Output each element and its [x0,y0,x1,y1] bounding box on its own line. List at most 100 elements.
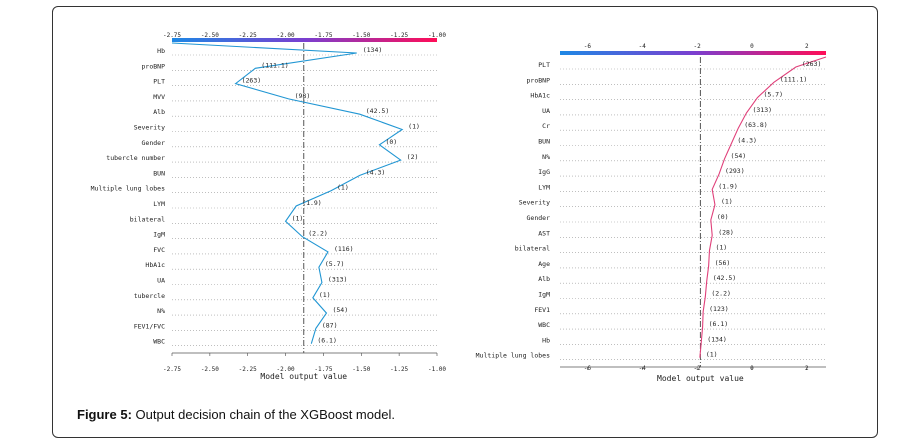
top-tick-label: -4 [639,43,647,50]
bottom-tick-label: -1.25 [390,366,408,373]
feature-value-label: (313) [752,106,772,114]
feature-label: PLT [538,61,550,69]
feature-label: proBNP [527,76,551,84]
top-tick-label: -1.00 [428,32,446,39]
feature-label: N% [157,307,165,315]
feature-label: BUN [538,138,550,146]
feature-value-label: (6.1) [317,337,337,345]
feature-label: Cr [542,122,550,130]
feature-label: Multiple lung lobes [91,185,165,193]
bottom-tick-label: -1.75 [314,366,332,373]
top-tick-label: -2.25 [239,32,257,39]
right-decision-plot: -6-6-4-4-2-20022Model output valuePLTpro… [476,43,827,383]
feature-label: bilateral [130,215,165,223]
feature-value-label: (116) [334,245,354,253]
feature-label: WBC [153,338,165,346]
feature-value-label: (263) [802,60,822,68]
feature-value-label: (87) [322,321,338,329]
left-decision-plot: -2.75 -2.75 -2.50 -2.50 -2.25 -2.25 -2.00 -2.00… [91,32,447,381]
feature-value-label: (2.2) [711,290,731,298]
top-tick-label: -6 [584,43,592,50]
feature-value-label: (1) [408,123,420,131]
feature-label: Gender [527,214,551,222]
feature-label: proBNP [142,62,166,70]
feature-label: HbA1c [530,92,550,100]
top-tick-label: 0 [750,43,754,50]
feature-value-label: (293) [725,167,745,175]
feature-value-label: (313) [328,276,348,284]
feature-value-label: (4.3) [737,137,757,145]
feature-value-label: (63.8) [744,121,767,129]
feature-label: Severity [134,124,165,132]
feature-value-label: (1.9) [718,182,738,190]
bottom-tick-label: -2.75 [163,366,181,373]
feature-label: FVC [153,246,165,254]
caption-label: Figure 5: [77,407,132,422]
decision-path [171,42,404,344]
caption-text: Output decision chain of the XGBoost mod… [131,407,395,422]
feature-value-label: (4.3) [366,168,386,176]
feature-label: Severity [519,199,550,207]
x-axis-label: Model output value [260,372,347,381]
bottom-tick-label: -2.25 [239,366,257,373]
feature-value-label: (56) [715,259,731,267]
feature-label: AST [538,229,550,237]
feature-value-label: (1) [721,198,733,206]
feature-label: LYM [153,200,165,208]
feature-value-label: (2.2) [308,230,328,238]
feature-value-label: (2) [407,153,419,161]
feature-value-label: (1.9) [302,199,322,207]
feature-value-label: (123) [709,305,729,313]
feature-value-label: (1) [715,244,727,252]
colorbar [172,38,437,42]
feature-value-label: (6.1) [709,320,729,328]
top-tick-label: -2.00 [277,32,295,39]
feature-value-label: (54) [731,152,747,160]
feature-label: LYM [538,183,550,191]
feature-value-label: (0) [717,213,729,221]
feature-value-label: (1) [337,184,349,192]
feature-value-label: (111.1) [261,61,288,69]
feature-value-label: (42.5) [366,107,389,115]
feature-value-label: (1) [292,214,304,222]
feature-value-label: (1) [319,291,331,299]
feature-label: Alb [538,275,550,283]
feature-value-label: (5.7) [763,91,783,99]
bottom-tick-label: -1.50 [352,366,370,373]
feature-label: Hb [157,47,165,55]
bottom-tick-label: -2.50 [201,366,219,373]
feature-label: UA [157,277,165,285]
bottom-tick-label: -2.00 [277,366,295,373]
feature-value-label: (42.5) [713,274,736,282]
feature-value-label: (134) [363,46,383,54]
decision-path [699,56,827,358]
feature-value-label: (263) [242,77,262,85]
feature-label: FEV1/FVC [134,322,165,330]
feature-label: bilateral [515,245,550,253]
feature-label: IgG [538,168,550,176]
feature-value-label: (134) [707,335,727,343]
colorbar [560,51,826,55]
feature-label: tubercle number [106,154,165,162]
feature-label: tubercle [134,292,165,300]
feature-value-label: (54) [332,306,348,314]
feature-label: PLT [153,78,165,86]
feature-label: BUN [153,169,165,177]
feature-label: Age [538,260,550,268]
feature-label: Alb [153,108,165,116]
bottom-tick-label: -1.00 [428,366,446,373]
feature-label: HbA1c [145,261,165,269]
figure-caption: Figure 5: Output decision chain of the X… [77,407,395,422]
feature-label: WBC [538,321,550,329]
feature-label: Multiple lung lobes [476,352,550,360]
top-tick-label: -1.75 [314,32,332,39]
top-tick-label: -2 [693,43,701,50]
feature-value-label: (111.1) [780,75,807,83]
top-tick-label: -1.25 [390,32,408,39]
x-axis-label: Model output value [657,374,744,383]
feature-value-label: (5.7) [325,260,345,268]
feature-value-label: (28) [718,228,734,236]
feature-label: UA [542,107,550,115]
feature-label: FEV1 [534,306,550,314]
